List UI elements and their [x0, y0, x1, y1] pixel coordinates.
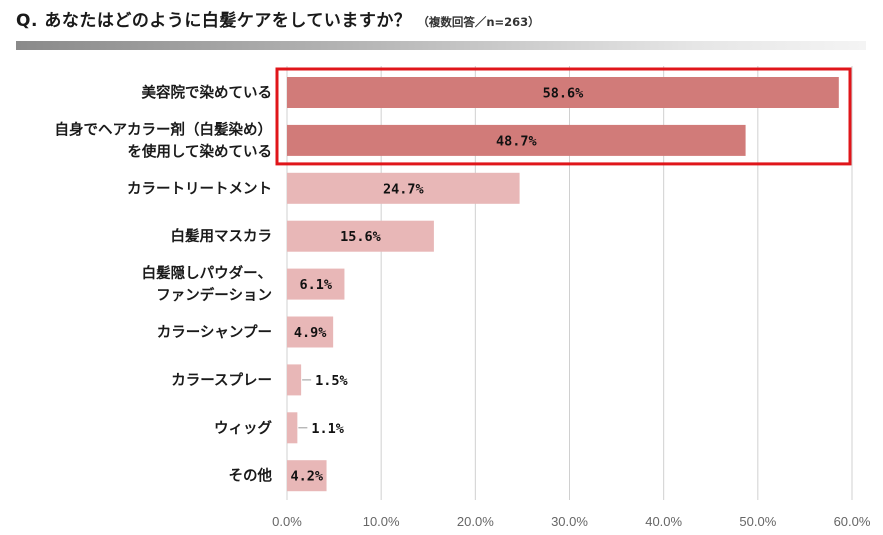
category-label: ファンデーション [156, 286, 272, 304]
data-label: 1.1% [311, 421, 344, 437]
bar [287, 460, 327, 492]
bar [287, 220, 434, 252]
x-tick-label: 10.0% [363, 514, 400, 529]
bar [287, 124, 746, 156]
category-label: 自身でヘアカラー剤（白髪染め） [55, 120, 273, 138]
data-label: 6.1% [299, 277, 332, 293]
data-label: 15.6% [340, 229, 382, 245]
category-label: を使用して染めている [127, 142, 272, 160]
category-label: 白髪用マスカラ [171, 227, 273, 245]
category-label: カラースプレー [171, 372, 272, 389]
category-label: ウィッグ [214, 419, 272, 437]
category-label: カラーシャンプー [157, 324, 272, 341]
bar [287, 364, 302, 396]
title-underline [16, 41, 866, 50]
x-tick-label: 50.0% [739, 514, 776, 529]
category-label: その他 [229, 467, 273, 485]
bar [287, 316, 334, 348]
bars: 58.6% 48.7% 24.7% 15.6% 6.1% 4.9% 1.5% 1.1% 4.2% [287, 77, 839, 492]
x-axis-ticks: 0.0% 10.0% 20.0% 30.0% 40.0% 50.0% 60.0% [272, 514, 871, 529]
highlight-box [275, 67, 852, 166]
x-tick-label: 20.0% [457, 514, 494, 529]
data-label: 48.7% [496, 133, 538, 149]
data-label: 58.6% [543, 86, 585, 102]
bar [287, 172, 520, 204]
data-label: 4.2% [291, 469, 324, 485]
bar [287, 77, 839, 108]
question-text: Q. あなたはどのように白髪ケアをしていますか？ [16, 11, 412, 31]
data-label: 4.9% [294, 325, 327, 341]
x-tick-label: 0.0% [272, 514, 302, 529]
x-tick-label: 40.0% [645, 514, 682, 529]
response-note: （複数回答／n=263） [417, 15, 540, 29]
bar [287, 268, 345, 300]
bar [287, 412, 298, 444]
category-label: 白髪隠しパウダー、 [142, 264, 272, 282]
category-label: 美容院で染めている [142, 84, 273, 102]
x-tick-label: 60.0% [834, 514, 871, 529]
chart-title: Q. あなたはどのように白髪ケアをしていますか？ （複数回答／n=263） [16, 6, 540, 34]
data-label: 1.5% [315, 373, 348, 389]
x-tick-label: 30.0% [551, 514, 588, 529]
category-label: カラートリートメント [127, 180, 272, 197]
data-label: 24.7% [383, 181, 425, 197]
